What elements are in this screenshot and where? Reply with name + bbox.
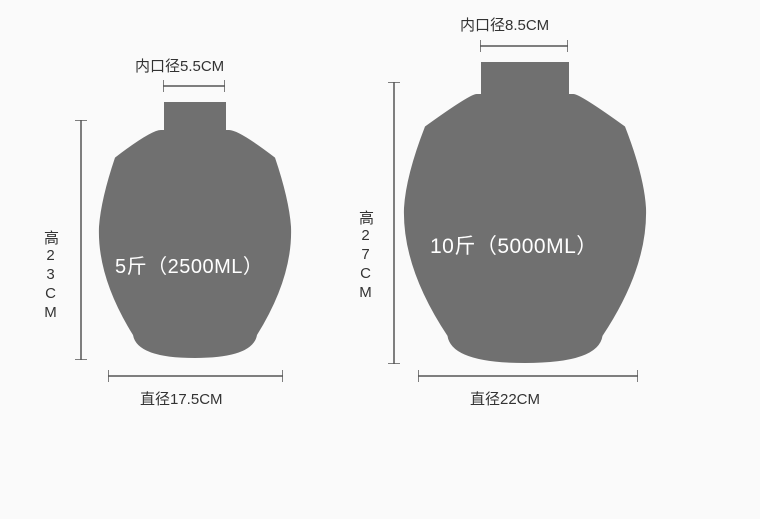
height-label: 高23CM: [40, 230, 61, 323]
diagram-container: 内口径5.5CM 高23CM 直径17.5CM 5斤（2500ML） 内口径8.5…: [0, 0, 760, 519]
diameter-label: 直径17.5CM: [140, 388, 223, 409]
diameter-label: 直径22CM: [470, 388, 540, 409]
neck-diameter-label: 内口径8.5CM: [460, 14, 549, 35]
capacity-label: 5斤（2500ML）: [115, 250, 263, 279]
height-label: 高27CM: [355, 210, 376, 303]
neck-diameter-label: 内口径5.5CM: [135, 55, 224, 76]
capacity-label: 10斤（5000ML）: [430, 230, 598, 260]
